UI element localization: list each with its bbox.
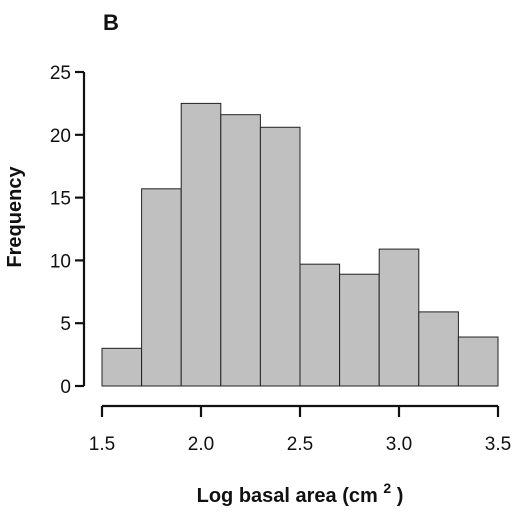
x-tick-label: 2.5 [287, 434, 313, 455]
x-tick-label: 2.0 [188, 434, 214, 455]
histogram-bar-10 [457, 336, 499, 387]
x-axis-ticks: 1.5 2.0 2.5 3.0 3.5 [89, 406, 511, 455]
y-tick-label: 0 [60, 377, 71, 398]
histogram-bar-3 [180, 102, 222, 387]
histogram-bar-1 [101, 347, 143, 387]
y-tick-label: 20 [50, 126, 71, 147]
y-tick-label: 25 [50, 63, 71, 84]
y-axis-ticks: 0 5 10 15 20 25 [50, 63, 84, 398]
y-axis-title: Frequency [4, 166, 26, 268]
x-axis-title-suffix: ) [397, 485, 404, 507]
x-tick-label: 1.5 [89, 434, 115, 455]
histogram-bar-2 [141, 188, 182, 387]
histogram-bar-4 [220, 114, 261, 387]
histogram-bar-7 [339, 273, 380, 387]
panel-label: B [103, 10, 119, 35]
y-tick-label: 10 [50, 251, 71, 272]
histogram-bar-5 [259, 126, 301, 387]
x-tick-label: 3.5 [485, 434, 511, 455]
y-tick-label: 15 [50, 189, 71, 210]
histogram-bar-8 [378, 248, 420, 387]
histogram-bar-9 [418, 311, 459, 387]
y-tick-label: 5 [60, 314, 71, 335]
histogram-bars [101, 102, 499, 387]
x-axis-title-superscript: 2 [383, 480, 391, 496]
x-axis-title-main: Log basal area (cm [197, 485, 378, 507]
histogram-bar-6 [299, 263, 341, 387]
x-axis-title: Log basal area (cm 2 ) [197, 476, 404, 507]
x-tick-label: 3.0 [386, 434, 412, 455]
